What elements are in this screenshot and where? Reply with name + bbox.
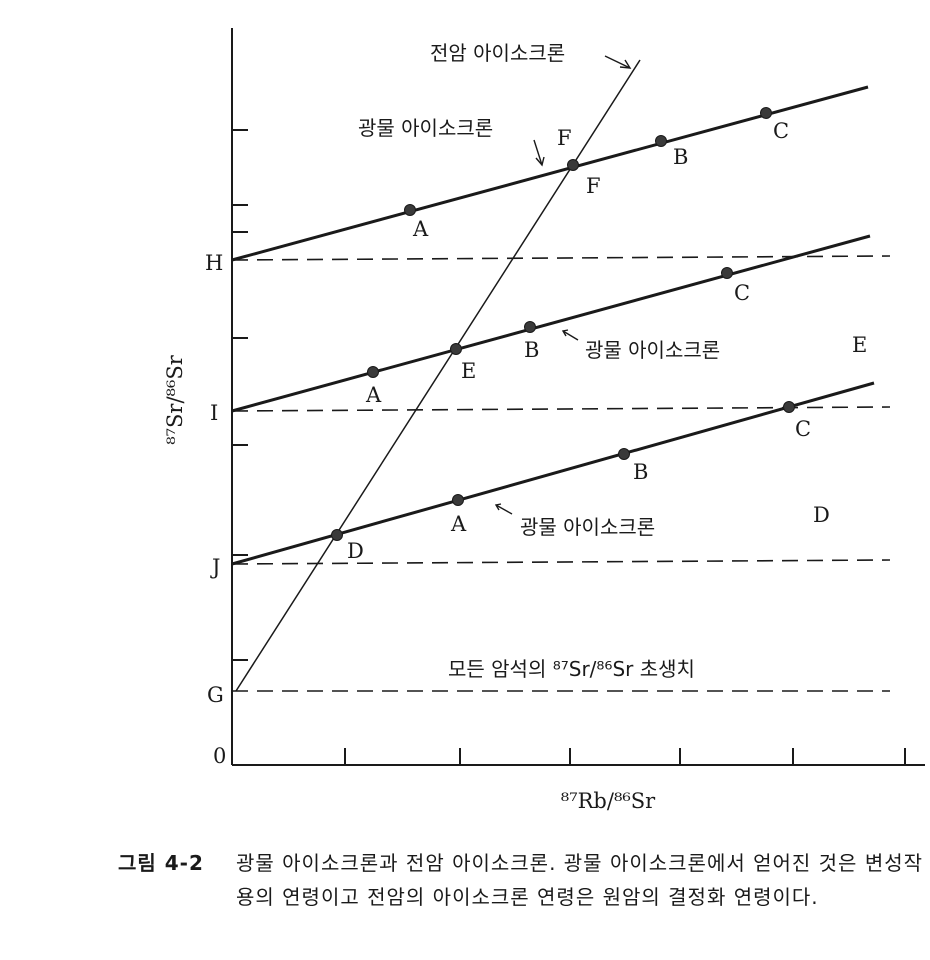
y-axis-title: ⁸⁷Sr/⁸⁶Sr (163, 354, 187, 445)
annotation-arrows (494, 55, 632, 515)
point-middle-E (450, 343, 462, 355)
data-points (331, 107, 795, 541)
rock-label-D: D (813, 503, 830, 527)
point-label-middle-C: C (734, 281, 750, 305)
point-lower-C (783, 401, 795, 413)
point-lower-B (618, 448, 630, 460)
point-upper-F (567, 159, 579, 171)
point-label-lower-A: A (450, 512, 467, 536)
mineral-isochron-line-upper (231, 85, 869, 262)
whole-rock-isochron-line (235, 59, 641, 692)
whole-rock-isochron-label: 전암 아이소크론 (430, 41, 565, 65)
point-label-upper-A: A (412, 217, 429, 241)
caption-number: 그림 4-2 (118, 851, 204, 875)
point-middle-C (721, 267, 733, 279)
point-label-middle-B: B (524, 338, 539, 362)
point-label-lower-D: D (347, 539, 364, 563)
point-lower-A (452, 494, 464, 506)
dashed-reference-lines (231, 255, 891, 692)
point-label-upper-B: B (673, 145, 688, 169)
point-label-middle-E: E (461, 359, 476, 383)
mineral-isochron-label-upper: 광물 아이소크론 (358, 116, 493, 140)
point-middle-A (367, 366, 379, 378)
caption-text: 광물 아이소크론과 전암 아이소크론. 광물 아이소크론에서 얻어진 것은 변성… (236, 851, 924, 909)
y-label-J: J (210, 555, 220, 579)
initial-ratio-label: 모든 암석의 ⁸⁷Sr/⁸⁶Sr 초생치 (448, 657, 695, 681)
point-label-upper-F-below: F (586, 174, 601, 198)
point-label-lower-C: C (795, 417, 811, 441)
mineral-isochron-label-middle: 광물 아이소크론 (585, 338, 720, 362)
mineral-isochron-line-middle (231, 234, 871, 413)
point-lower-D (331, 529, 343, 541)
point-label-upper-F-above: F (557, 126, 572, 150)
y-label-G: G (207, 683, 224, 707)
point-label-upper-C: C (773, 119, 789, 143)
y-ticks (232, 129, 248, 661)
point-label-lower-B: B (633, 460, 648, 484)
rock-label-E: E (852, 333, 867, 357)
mineral-isochron-label-lower: 광물 아이소크론 (520, 515, 655, 539)
point-upper-A (404, 204, 416, 216)
point-middle-B (524, 321, 536, 333)
point-upper-C (760, 107, 772, 119)
y-label-H: H (205, 251, 223, 275)
point-upper-B (655, 135, 667, 147)
y-label-I: I (210, 401, 218, 425)
origin-label: 0 (213, 744, 226, 768)
x-axis-title: ⁸⁷Rb/⁸⁶Sr (561, 789, 656, 813)
x-ticks (344, 748, 906, 765)
point-label-middle-A: A (365, 383, 382, 407)
